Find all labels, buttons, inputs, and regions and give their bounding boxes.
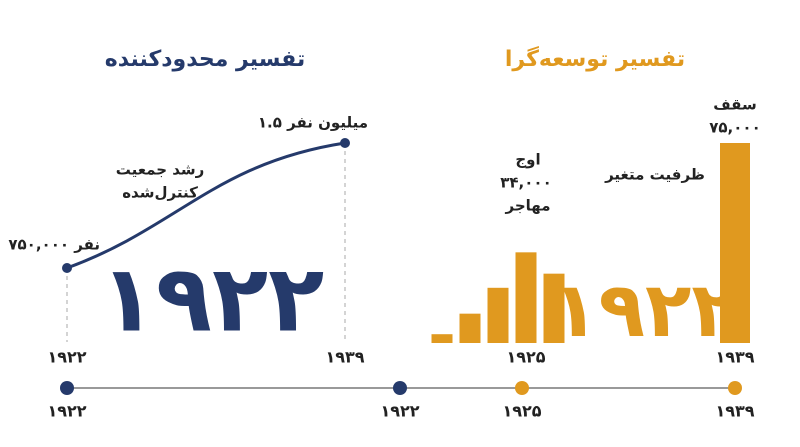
watermark: ۱۹۲۲ — [100, 245, 325, 352]
timeline-dot — [515, 381, 529, 395]
annotation: سقف — [713, 96, 756, 114]
bar — [720, 143, 750, 343]
value-label: ۷۵,۰۰۰ — [709, 119, 760, 137]
annotation: اوج — [515, 151, 540, 169]
x-tick-label: ۱۹۳۹ — [715, 348, 754, 367]
annotation: ظرفیت متغیر — [604, 166, 705, 184]
bar — [487, 287, 509, 343]
timeline-dot — [393, 381, 407, 395]
timeline-label: ۱۹۲۲ — [47, 402, 86, 421]
bar — [431, 334, 453, 343]
x-tick-label: ۱۹۳۹ — [325, 348, 364, 367]
value-label: ۷۵۰,۰۰۰ نفر — [8, 236, 100, 254]
timeline-label: ۱۹۲۲ — [380, 402, 419, 421]
timeline-label: ۱۹۳۹ — [715, 402, 754, 421]
value-label: ۳۴,۰۰۰ — [500, 174, 551, 192]
point — [62, 263, 72, 273]
timeline-dot — [60, 381, 74, 395]
annotation: رشد جمعیت — [116, 161, 205, 179]
timeline-dot — [728, 381, 742, 395]
timeline-label: ۱۹۲۵ — [502, 402, 541, 421]
chart-title: تفسیر محدودکننده — [105, 47, 305, 72]
bar — [515, 252, 537, 343]
chart-title: تفسیر توسعه‌گرا — [505, 45, 685, 72]
bar — [459, 313, 481, 343]
bar — [543, 273, 565, 343]
line — [66, 141, 346, 270]
watermark: ۱۹۲۲ — [552, 265, 738, 354]
annotation: مهاجر — [505, 197, 551, 215]
x-tick-label: ۱۹۲۲ — [47, 348, 86, 367]
point — [340, 138, 350, 148]
annotation: کنترل‌شده — [122, 184, 198, 202]
value-label: ۱.۵ میلیون نفر — [258, 114, 368, 132]
x-tick-label: ۱۹۲۵ — [506, 348, 545, 367]
